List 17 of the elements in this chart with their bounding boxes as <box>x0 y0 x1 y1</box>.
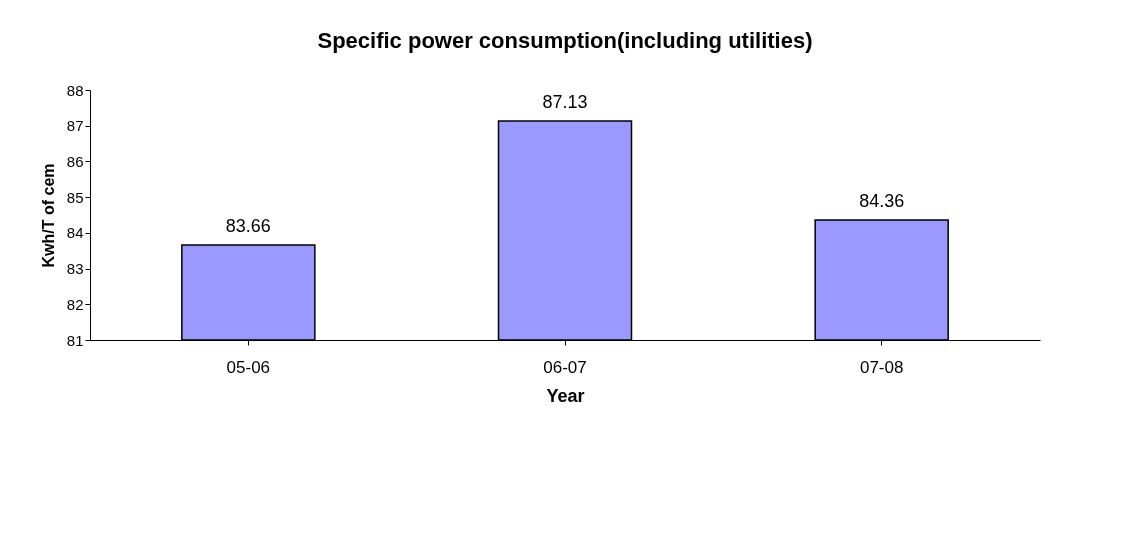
y-tick-label: 82 <box>66 295 84 313</box>
data-label: 84.36 <box>859 191 905 211</box>
y-axis-title: Kwh/T of cem <box>39 163 57 268</box>
data-label: 83.66 <box>225 216 271 236</box>
x-axis-title: Year <box>546 385 585 406</box>
chart-title: Specific power consumption(including utilities) <box>317 28 813 53</box>
y-tick-label: 86 <box>66 152 84 170</box>
y-tick-label: 81 <box>66 331 84 349</box>
x-tick-label: 07-08 <box>859 357 904 377</box>
y-tick-label: 85 <box>66 188 84 206</box>
y-tick-label: 83 <box>66 260 84 278</box>
y-tick-label: 84 <box>66 224 84 242</box>
y-tick-label: 87 <box>66 117 84 135</box>
y-tick-label: 88 <box>66 81 84 99</box>
x-tick-label: 06-07 <box>543 357 587 377</box>
x-tick-label: 05-06 <box>226 357 271 377</box>
data-label: 87.13 <box>542 92 588 113</box>
